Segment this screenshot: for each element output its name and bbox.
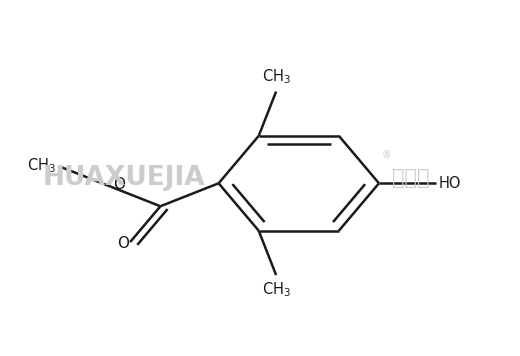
Text: CH$_3$: CH$_3$ (27, 156, 56, 175)
Text: O: O (118, 236, 129, 251)
Text: CH$_3$: CH$_3$ (262, 281, 291, 299)
Text: ®: ® (382, 150, 391, 160)
Text: HUAXUEJIA: HUAXUEJIA (43, 165, 205, 191)
Text: 化学加: 化学加 (392, 168, 430, 188)
Text: O: O (113, 178, 125, 193)
Text: HO: HO (439, 176, 461, 191)
Text: CH$_3$: CH$_3$ (262, 68, 291, 86)
